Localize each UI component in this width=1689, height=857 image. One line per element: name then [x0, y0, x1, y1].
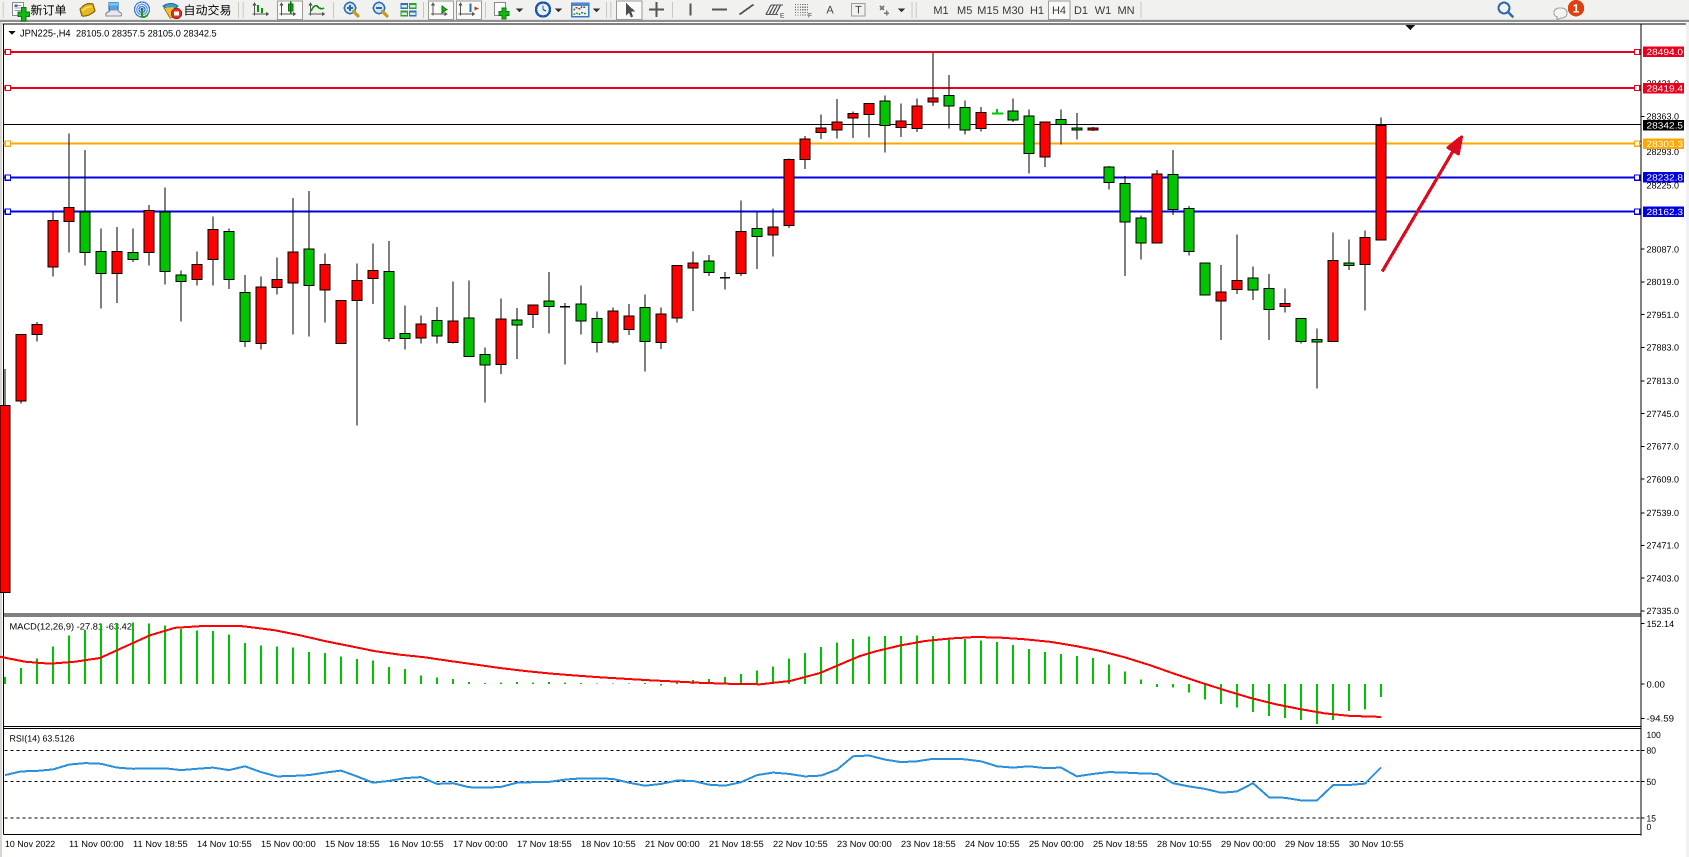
svg-text:27745.0: 27745.0: [1647, 409, 1680, 419]
svg-text:21 Nov 18:55: 21 Nov 18:55: [709, 839, 764, 849]
svg-text:27335.0: 27335.0: [1647, 606, 1680, 616]
svg-text:27813.0: 27813.0: [1647, 376, 1680, 386]
svg-text:28419.4: 28419.4: [1647, 83, 1684, 93]
svg-text:28494.0: 28494.0: [1647, 47, 1684, 57]
svg-text:28087.0: 28087.0: [1647, 244, 1680, 254]
svg-text:-94.59: -94.59: [1647, 714, 1675, 724]
svg-text:T: T: [855, 5, 862, 17]
svg-text:28232.8: 28232.8: [1647, 172, 1684, 182]
svg-text:24 Nov 10:55: 24 Nov 10:55: [965, 839, 1020, 849]
svg-text:新订单: 新订单: [31, 4, 67, 18]
svg-text:RSI(14) 63.5126: RSI(14) 63.5126: [10, 734, 75, 744]
svg-text:15: 15: [1647, 813, 1657, 823]
svg-text:14 Nov 10:55: 14 Nov 10:55: [197, 839, 252, 849]
svg-text:自动交易: 自动交易: [184, 4, 232, 18]
svg-text:27471.0: 27471.0: [1647, 541, 1680, 551]
svg-text:11 Nov 18:55: 11 Nov 18:55: [133, 839, 188, 849]
svg-text:21 Nov 00:00: 21 Nov 00:00: [645, 839, 700, 849]
svg-text:28105.0 28357.5 28105.0 28342.: 28105.0 28357.5 28105.0 28342.5: [76, 29, 217, 40]
svg-text:28019.0: 28019.0: [1647, 277, 1680, 287]
svg-text:23 Nov 00:00: 23 Nov 00:00: [837, 839, 892, 849]
svg-text:F: F: [808, 13, 812, 20]
svg-text:29 Nov 18:55: 29 Nov 18:55: [1285, 839, 1340, 849]
svg-text:27677.0: 27677.0: [1647, 442, 1680, 452]
svg-text:W1: W1: [1095, 5, 1112, 17]
svg-text:A: A: [826, 5, 834, 17]
svg-text:80: 80: [1647, 746, 1657, 756]
svg-text:16 Nov 10:55: 16 Nov 10:55: [389, 839, 444, 849]
svg-text:MN: MN: [1117, 5, 1134, 17]
svg-text:M1: M1: [933, 5, 948, 17]
svg-text:0: 0: [1647, 822, 1652, 832]
svg-text:22 Nov 10:55: 22 Nov 10:55: [773, 839, 828, 849]
svg-text:E: E: [780, 13, 785, 20]
svg-text:27883.0: 27883.0: [1647, 343, 1680, 353]
svg-text:27403.0: 27403.0: [1647, 573, 1680, 583]
svg-text:30 Nov 10:55: 30 Nov 10:55: [1349, 839, 1404, 849]
svg-text:11 Nov 00:00: 11 Nov 00:00: [69, 839, 124, 849]
svg-text:28363.0: 28363.0: [1647, 112, 1680, 122]
svg-text:28225.0: 28225.0: [1647, 180, 1680, 190]
svg-text:28293.0: 28293.0: [1647, 147, 1680, 157]
svg-text:23 Nov 18:55: 23 Nov 18:55: [901, 839, 956, 849]
svg-text:29 Nov 00:00: 29 Nov 00:00: [1221, 839, 1276, 849]
svg-text:M15: M15: [977, 5, 998, 17]
svg-text:100: 100: [1647, 730, 1661, 740]
svg-text:10 Nov 2022: 10 Nov 2022: [5, 839, 55, 849]
svg-text:H4: H4: [1052, 5, 1066, 17]
svg-text:JPN225-,H4: JPN225-,H4: [20, 29, 71, 40]
svg-text:15 Nov 00:00: 15 Nov 00:00: [261, 839, 316, 849]
svg-text:25 Nov 00:00: 25 Nov 00:00: [1029, 839, 1084, 849]
svg-text:MACD(12,26,9) -27.81 -63.42: MACD(12,26,9) -27.81 -63.42: [10, 622, 133, 632]
svg-text:17 Nov 18:55: 17 Nov 18:55: [517, 839, 572, 849]
svg-text:28 Nov 10:55: 28 Nov 10:55: [1157, 839, 1212, 849]
svg-text:18 Nov 10:55: 18 Nov 10:55: [581, 839, 636, 849]
svg-text:27951.0: 27951.0: [1647, 310, 1680, 320]
svg-text:1: 1: [1573, 1, 1580, 15]
svg-text:50: 50: [1647, 777, 1657, 787]
svg-text:27539.0: 27539.0: [1647, 508, 1680, 518]
svg-text:28162.3: 28162.3: [1647, 207, 1684, 217]
svg-text:17 Nov 00:00: 17 Nov 00:00: [453, 839, 508, 849]
svg-text:M5: M5: [957, 5, 972, 17]
svg-text:28342.5: 28342.5: [1647, 121, 1684, 131]
svg-text:28303.3: 28303.3: [1647, 139, 1684, 149]
svg-text:25 Nov 18:55: 25 Nov 18:55: [1093, 839, 1148, 849]
svg-text:0.00: 0.00: [1647, 679, 1665, 689]
svg-text:27609.0: 27609.0: [1647, 474, 1680, 484]
svg-text:M30: M30: [1002, 5, 1023, 17]
svg-text:152.14: 152.14: [1647, 619, 1675, 629]
svg-text:D1: D1: [1074, 5, 1088, 17]
svg-text:H1: H1: [1030, 5, 1044, 17]
svg-text:15 Nov 18:55: 15 Nov 18:55: [325, 839, 380, 849]
